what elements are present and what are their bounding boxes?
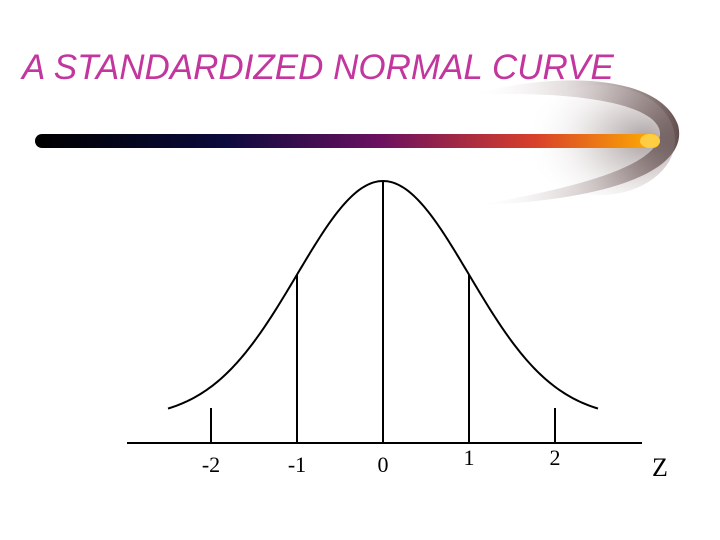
tick-markers (210, 181, 556, 443)
tick-label: 1 (464, 445, 475, 470)
slide-title: A STANDARDIZED NORMAL CURVE (22, 48, 614, 87)
z-axis-label: Z (652, 453, 668, 482)
tick-label: -2 (202, 452, 220, 477)
tick-label: 2 (550, 445, 561, 470)
tick-labels: -2 -1 0 1 2 (202, 445, 561, 477)
tick-label: -1 (288, 452, 306, 477)
tick-label: 0 (378, 452, 389, 477)
gradient-bar-icon (35, 134, 660, 148)
